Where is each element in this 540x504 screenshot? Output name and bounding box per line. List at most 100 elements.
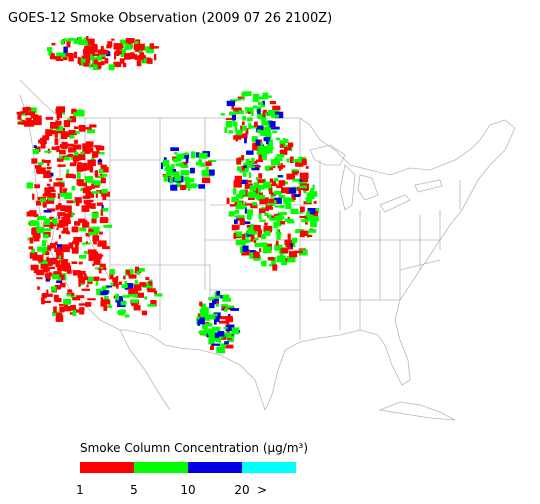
smoke-patch (128, 288, 134, 294)
smoke-patch (32, 227, 40, 230)
smoke-patch (208, 297, 214, 301)
smoke-patch (256, 177, 259, 181)
smoke-patch (38, 258, 43, 263)
smoke-patch (26, 211, 30, 217)
smoke-patch (269, 178, 274, 183)
smoke-patch (287, 220, 295, 224)
smoke-patch (80, 39, 88, 45)
smoke-patch (90, 203, 96, 209)
smoke-patch (42, 300, 52, 303)
smoke-patch (109, 269, 115, 275)
smoke-patch (265, 150, 270, 154)
smoke-patch (176, 180, 182, 188)
smoke-patch (191, 151, 196, 159)
smoke-patch (56, 106, 66, 113)
smoke-patch (237, 96, 245, 99)
smoke-patch (99, 263, 106, 269)
smoke-patch (139, 52, 145, 56)
smoke-patch (250, 223, 254, 230)
smoke-patch (173, 158, 179, 163)
smoke-patch (243, 221, 251, 225)
smoke-patch (60, 244, 69, 248)
smoke-patch (92, 53, 99, 56)
smoke-patch (78, 218, 86, 224)
smoke-patch (257, 229, 262, 236)
smoke-patch (255, 139, 260, 146)
smoke-patch (49, 216, 55, 220)
smoke-patch (161, 162, 163, 170)
smoke-patch (284, 146, 292, 151)
legend: 1 5 10 20 > (76, 462, 296, 497)
smoke-patch (66, 169, 70, 175)
smoke-patch (72, 271, 78, 276)
smoke-patch (253, 251, 260, 259)
smoke-patch (107, 41, 113, 48)
smoke-patch (103, 224, 113, 228)
smoke-patch (247, 111, 251, 114)
legend-tick-label: 20 (234, 483, 249, 497)
smoke-patch (124, 53, 131, 60)
smoke-patch (61, 219, 69, 226)
smoke-patch (49, 130, 56, 135)
smoke-patch (121, 284, 128, 288)
smoke-patch (107, 305, 112, 308)
smoke-patch (147, 304, 156, 307)
smoke-patch (299, 172, 309, 179)
smoke-patch (88, 38, 95, 46)
smoke-patch (32, 193, 35, 200)
smoke-patch (49, 221, 53, 228)
smoke-patch (216, 346, 226, 354)
smoke-patch (74, 139, 78, 144)
smoke-patch (222, 343, 225, 348)
smoke-patch (40, 137, 47, 145)
smoke-patch (236, 157, 242, 165)
smoke-patch (41, 293, 47, 299)
smoke-patch (82, 187, 91, 194)
smoke-patch (202, 177, 211, 184)
smoke-patch (134, 44, 141, 51)
smoke-patch (253, 237, 259, 241)
smoke-patch (71, 212, 74, 218)
smoke-patch (68, 147, 73, 153)
smoke-patch (174, 152, 178, 155)
smoke-patch (247, 117, 253, 122)
smoke-patch (180, 184, 187, 190)
smoke-patch (112, 277, 118, 282)
smoke-patch (115, 293, 120, 301)
smoke-patch (95, 175, 104, 179)
smoke-patch (76, 164, 84, 172)
smoke-patch (253, 238, 257, 243)
smoke-patch (274, 215, 283, 221)
smoke-patch (226, 305, 235, 308)
baja (119, 329, 171, 411)
smoke-patch (274, 178, 279, 182)
smoke-patch (63, 228, 69, 232)
smoke-patch (177, 158, 182, 162)
smoke-patch (176, 153, 185, 160)
smoke-patch (60, 53, 70, 58)
smoke-patch (256, 184, 265, 190)
smoke-patch (79, 307, 85, 312)
smoke-patch (91, 218, 97, 224)
smoke-patch (70, 295, 76, 299)
smoke-patch (286, 173, 295, 180)
smoke-patch (45, 275, 51, 279)
smoke-patch (38, 162, 44, 165)
smoke-patch (292, 195, 296, 200)
smoke-patch (276, 233, 281, 240)
smoke-patch (218, 320, 227, 324)
smoke-patch (248, 198, 255, 200)
smoke-patch (78, 261, 83, 265)
smoke-patch (248, 218, 252, 221)
smoke-patch (299, 216, 308, 219)
smoke-patch (74, 242, 79, 249)
smoke-patch (93, 185, 100, 188)
smoke-patch (170, 147, 179, 152)
smoke-patch (24, 123, 28, 127)
smoke-patch (287, 233, 291, 240)
smoke-patch (249, 165, 255, 168)
smoke-patch (85, 202, 91, 205)
smoke-patch (71, 185, 76, 191)
smoke-patch (231, 114, 236, 121)
smoke-patch (249, 252, 255, 259)
